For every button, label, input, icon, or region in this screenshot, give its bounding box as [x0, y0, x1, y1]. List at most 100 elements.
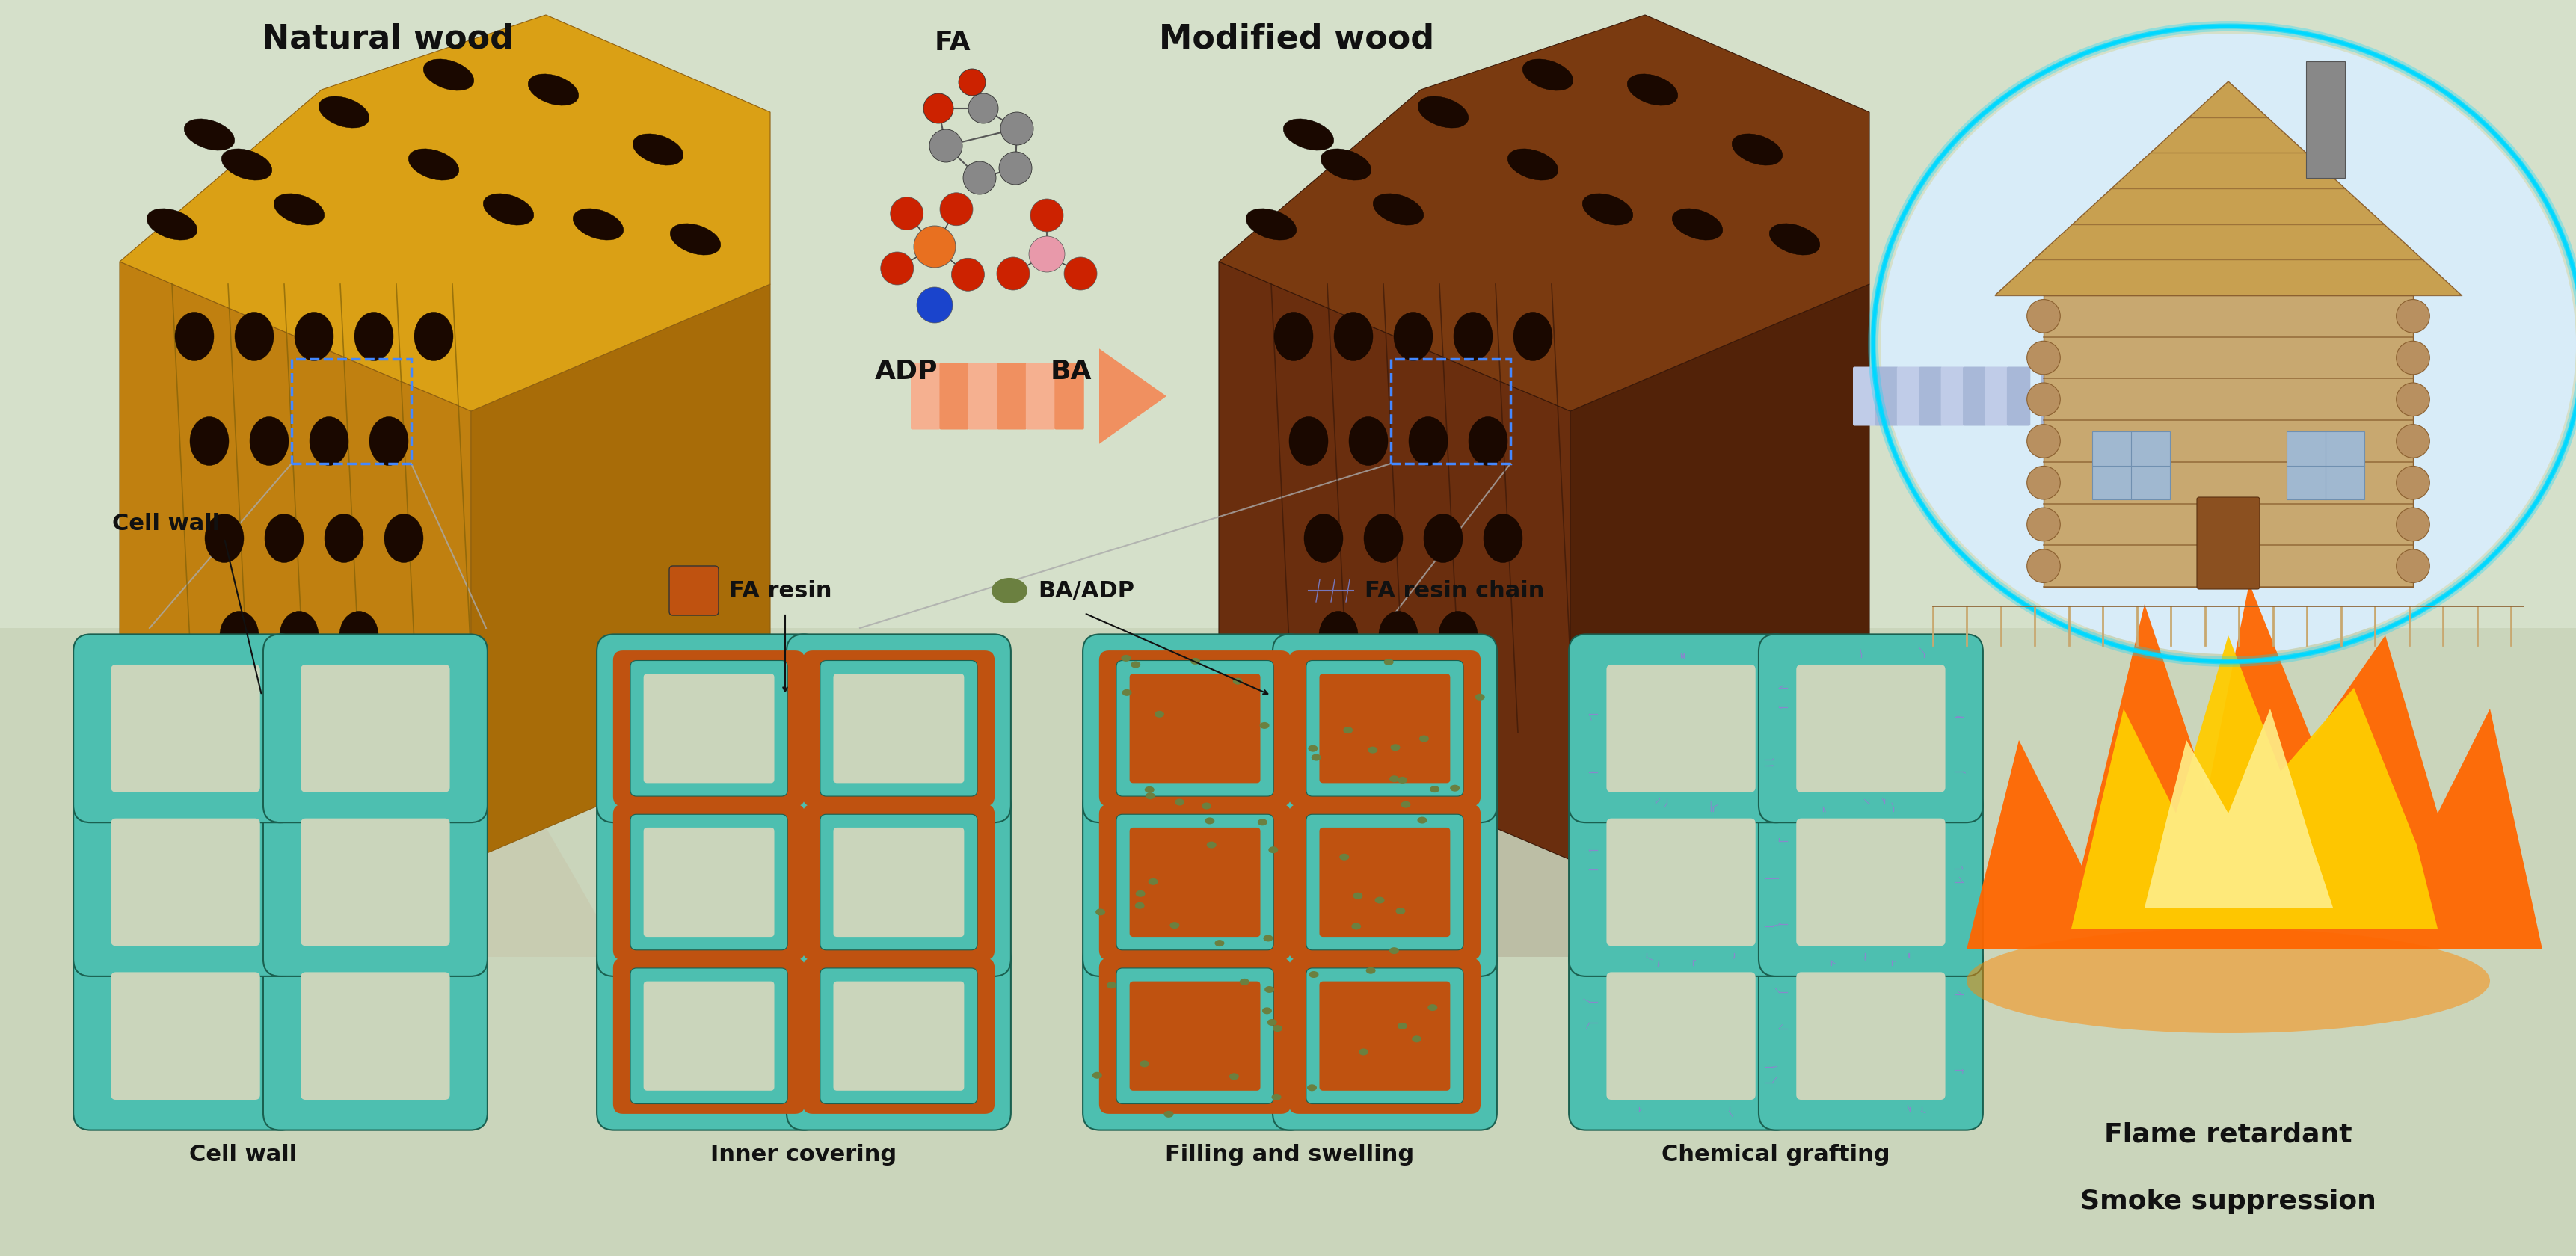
Polygon shape: [1218, 261, 1571, 860]
FancyBboxPatch shape: [1306, 661, 1463, 796]
FancyBboxPatch shape: [72, 634, 299, 823]
Circle shape: [1030, 198, 1064, 232]
Ellipse shape: [1206, 842, 1216, 848]
Ellipse shape: [1175, 799, 1185, 805]
FancyBboxPatch shape: [1319, 828, 1450, 937]
FancyBboxPatch shape: [1759, 942, 1984, 1130]
Ellipse shape: [1340, 854, 1350, 860]
Ellipse shape: [1358, 1049, 1368, 1055]
FancyBboxPatch shape: [912, 363, 940, 430]
Polygon shape: [471, 284, 770, 860]
FancyBboxPatch shape: [835, 981, 963, 1090]
Ellipse shape: [1401, 801, 1412, 808]
Ellipse shape: [1321, 148, 1370, 180]
Ellipse shape: [1170, 922, 1180, 928]
Circle shape: [963, 162, 997, 195]
FancyBboxPatch shape: [1569, 788, 1793, 976]
FancyBboxPatch shape: [263, 634, 487, 823]
Polygon shape: [2040, 354, 2102, 438]
FancyBboxPatch shape: [301, 972, 451, 1100]
Ellipse shape: [1288, 417, 1329, 466]
FancyBboxPatch shape: [1319, 673, 1450, 782]
Ellipse shape: [1437, 612, 1479, 659]
FancyBboxPatch shape: [1054, 363, 1084, 430]
Ellipse shape: [670, 224, 721, 255]
Ellipse shape: [1363, 514, 1404, 563]
FancyBboxPatch shape: [631, 968, 788, 1104]
Text: BA: BA: [1051, 359, 1092, 384]
Circle shape: [940, 192, 974, 226]
Polygon shape: [1965, 583, 2543, 950]
FancyBboxPatch shape: [1288, 651, 1481, 806]
Ellipse shape: [415, 313, 453, 360]
Text: Filling and swelling: Filling and swelling: [1164, 1144, 1414, 1166]
Circle shape: [2027, 466, 2061, 500]
FancyBboxPatch shape: [819, 661, 976, 796]
Text: Flame retardant: Flame retardant: [2105, 1122, 2352, 1147]
FancyBboxPatch shape: [940, 363, 969, 430]
Bar: [2092, 431, 2169, 500]
Ellipse shape: [1273, 1025, 1283, 1032]
Circle shape: [997, 257, 1030, 290]
FancyBboxPatch shape: [1082, 942, 1306, 1130]
Circle shape: [2027, 549, 2061, 583]
Circle shape: [1028, 236, 1064, 273]
Ellipse shape: [1391, 744, 1401, 751]
Ellipse shape: [1419, 735, 1430, 742]
Ellipse shape: [1239, 978, 1249, 985]
Ellipse shape: [1378, 612, 1417, 659]
Ellipse shape: [1144, 786, 1154, 793]
FancyBboxPatch shape: [969, 363, 997, 430]
Ellipse shape: [265, 514, 304, 563]
Ellipse shape: [1396, 1022, 1406, 1030]
Ellipse shape: [222, 148, 273, 180]
Ellipse shape: [1108, 982, 1115, 988]
Circle shape: [2396, 342, 2429, 374]
Ellipse shape: [1121, 654, 1131, 662]
FancyBboxPatch shape: [1986, 367, 2009, 426]
Ellipse shape: [1430, 786, 1440, 793]
Ellipse shape: [1260, 722, 1270, 728]
FancyBboxPatch shape: [1319, 981, 1450, 1090]
Ellipse shape: [273, 193, 325, 225]
Ellipse shape: [1265, 986, 1275, 992]
Ellipse shape: [528, 74, 580, 106]
Bar: [1084, 643, 1497, 1122]
FancyBboxPatch shape: [786, 634, 1010, 823]
Ellipse shape: [1409, 417, 1448, 466]
FancyBboxPatch shape: [819, 814, 976, 950]
Polygon shape: [2071, 636, 2437, 928]
FancyBboxPatch shape: [1306, 968, 1463, 1104]
Ellipse shape: [206, 514, 245, 563]
Ellipse shape: [1262, 1007, 1273, 1014]
Ellipse shape: [294, 313, 332, 360]
Ellipse shape: [1388, 947, 1399, 955]
Bar: [0, 628, 2576, 1256]
Polygon shape: [1345, 747, 1721, 957]
Ellipse shape: [1247, 208, 1296, 240]
FancyBboxPatch shape: [613, 651, 804, 806]
Polygon shape: [1100, 349, 1167, 443]
Text: FA resin: FA resin: [729, 580, 832, 602]
FancyBboxPatch shape: [804, 804, 994, 960]
Ellipse shape: [1352, 893, 1363, 899]
FancyBboxPatch shape: [301, 664, 451, 793]
Circle shape: [2027, 383, 2061, 416]
Text: Cell wall: Cell wall: [113, 512, 219, 534]
FancyBboxPatch shape: [2007, 367, 2030, 426]
Bar: [598, 643, 1010, 1122]
Ellipse shape: [1200, 803, 1211, 809]
Ellipse shape: [1731, 134, 1783, 166]
Ellipse shape: [1383, 658, 1394, 666]
Ellipse shape: [1234, 678, 1242, 685]
FancyBboxPatch shape: [1100, 804, 1291, 960]
FancyBboxPatch shape: [1759, 634, 1984, 823]
FancyBboxPatch shape: [1082, 788, 1306, 976]
Ellipse shape: [1206, 818, 1213, 824]
Ellipse shape: [1507, 148, 1558, 180]
Ellipse shape: [1396, 908, 1406, 914]
Ellipse shape: [484, 193, 533, 225]
Ellipse shape: [1309, 971, 1319, 978]
Text: BA/ADP: BA/ADP: [1038, 580, 1133, 602]
Ellipse shape: [1306, 1084, 1316, 1091]
